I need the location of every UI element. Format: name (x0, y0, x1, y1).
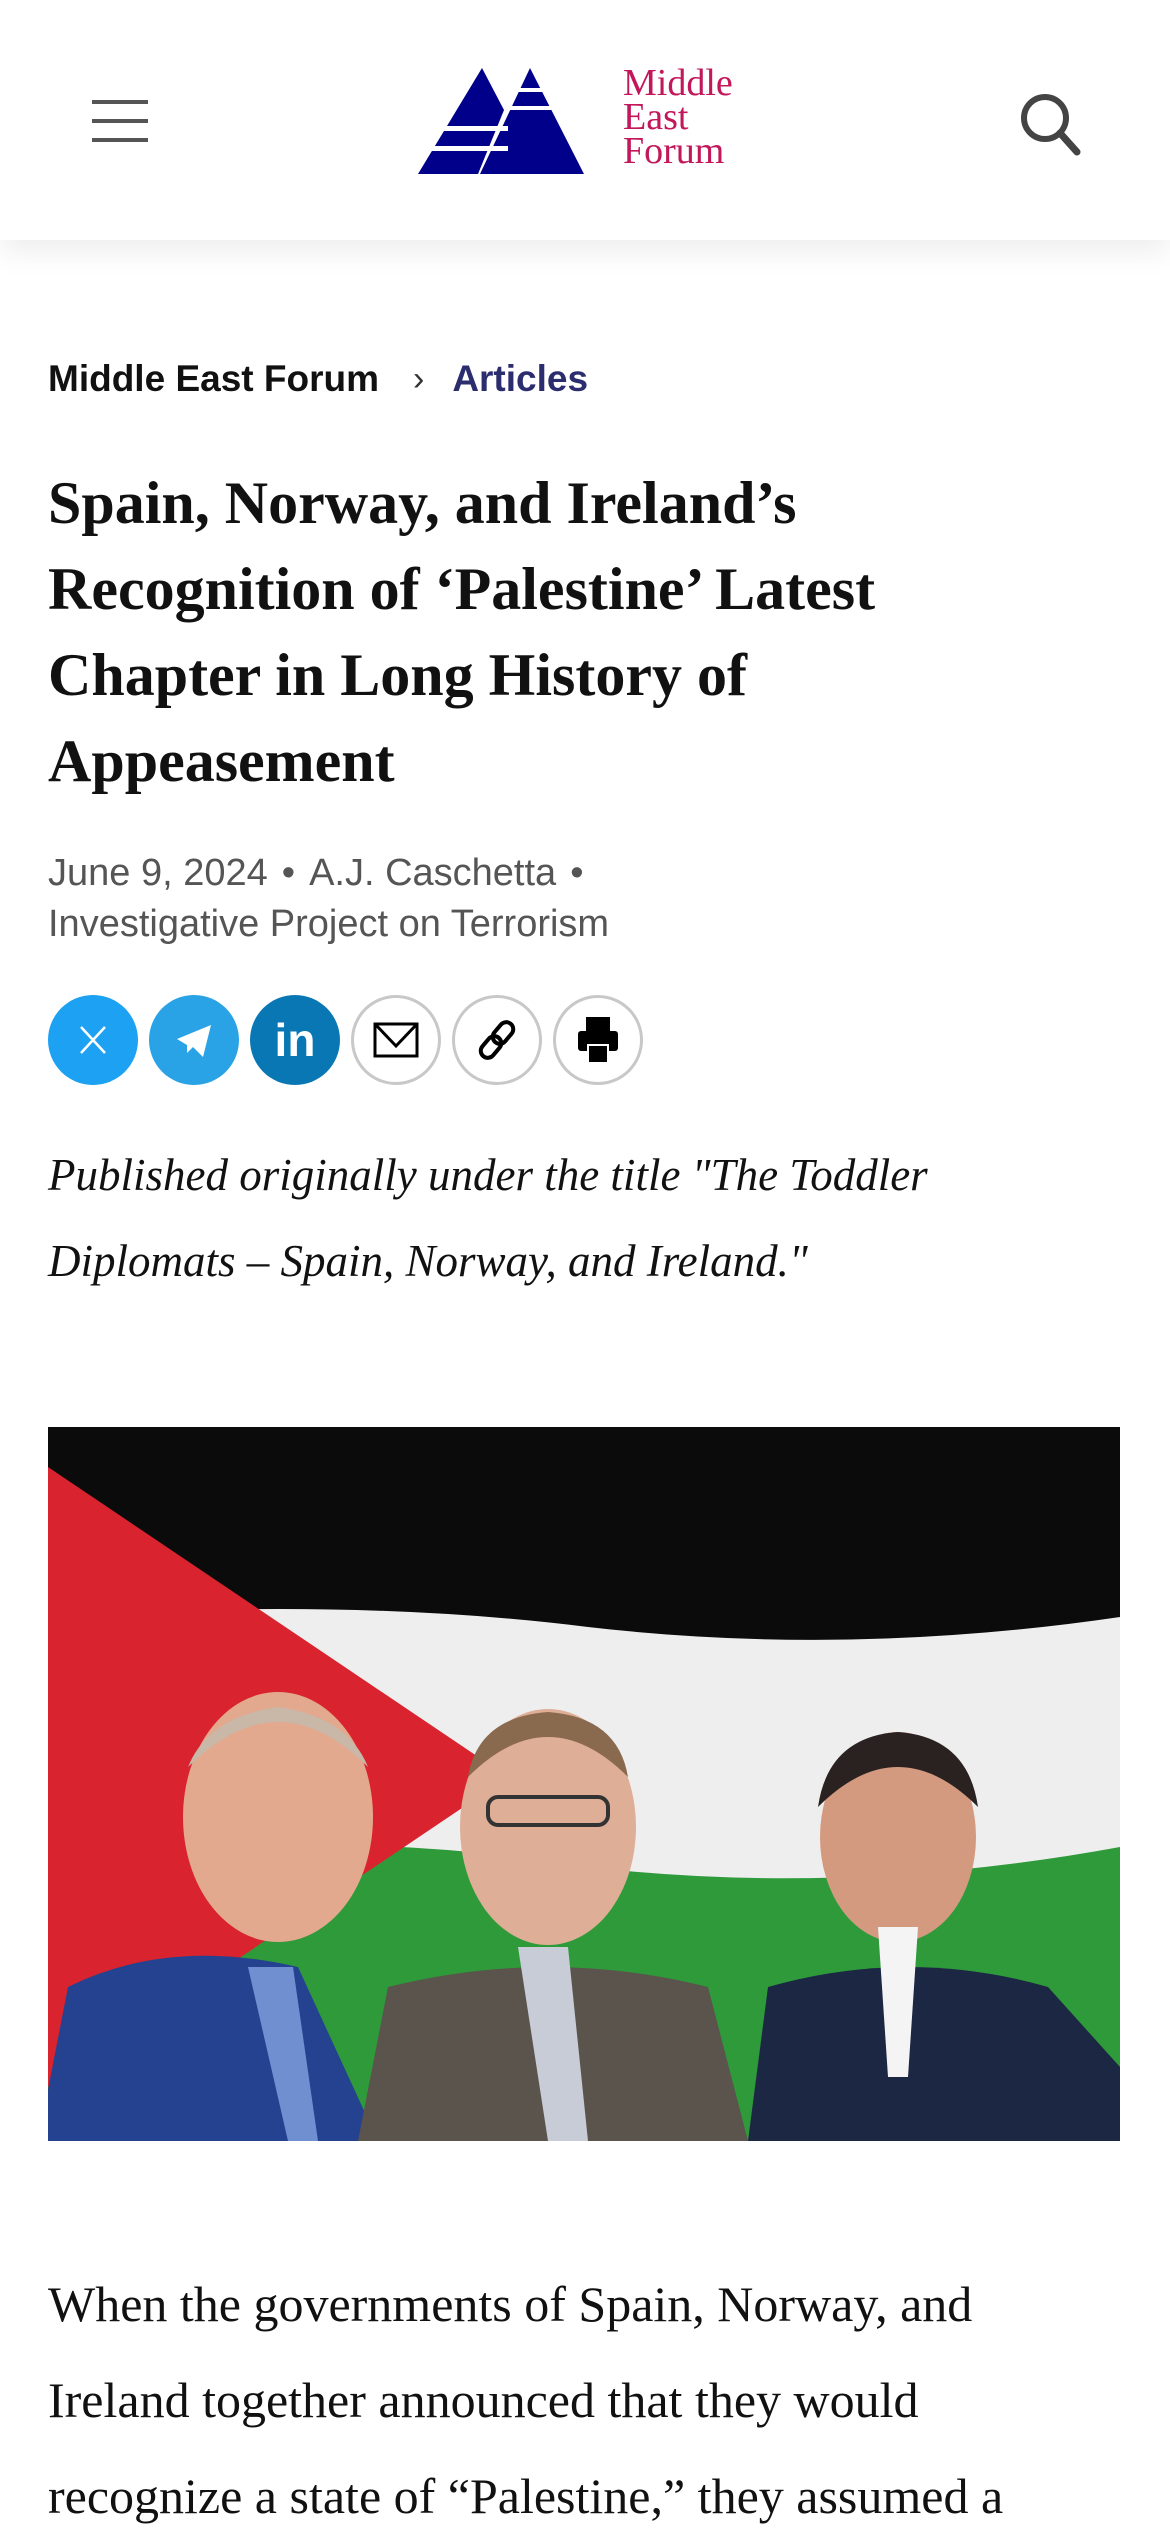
title-line: Recognition of ‘Palestine’ Latest (48, 556, 876, 622)
print-button[interactable] (553, 995, 643, 1085)
breadcrumb-home[interactable]: Middle East Forum (48, 358, 379, 399)
link-icon (478, 1020, 516, 1060)
title-line: Chapter in Long History of (48, 642, 747, 708)
intro-line: Diplomats – Spain, Norway, and Ireland." (48, 1236, 808, 1286)
separator-dot: • (281, 852, 296, 894)
breadcrumb-articles[interactable]: Articles (452, 358, 589, 399)
intro-line: Published originally under the title "Th… (48, 1150, 928, 1200)
share-telegram-button[interactable] (149, 995, 239, 1085)
logo-word: Middle (623, 62, 733, 104)
share-x-button[interactable] (48, 995, 138, 1085)
chevron-right-icon: › (412, 359, 425, 398)
share-linkedin-button[interactable]: in (250, 995, 340, 1085)
logo-word: Forum (623, 130, 725, 172)
share-email-button[interactable] (351, 995, 441, 1085)
body-line: recognize a state of “Palestine,” they a… (48, 2468, 1004, 2524)
email-icon (373, 1022, 419, 1058)
share-bar: in (48, 995, 643, 1085)
logo-word: East (623, 96, 689, 138)
title-line: Appeasement (48, 728, 395, 794)
title-line: Spain, Norway, and Ireland’s (48, 470, 797, 536)
search-icon[interactable] (1015, 88, 1085, 158)
copy-link-button[interactable] (452, 995, 542, 1085)
body-line: When the governments of Spain, Norway, a… (48, 2276, 973, 2332)
telegram-icon (177, 1025, 211, 1057)
article-hero-image (48, 1427, 1120, 2141)
publish-date: June 9, 2024 (48, 852, 268, 894)
separator-dot: • (570, 852, 584, 894)
article-body: When the governments of Spain, Norway, a… (48, 2256, 1003, 2544)
x-icon (80, 1026, 106, 1054)
breadcrumb: Middle East Forum › Articles (48, 358, 588, 400)
source-link[interactable]: Investigative Project on Terrorism (48, 903, 610, 945)
page-title: Spain, Norway, and Ireland’s Recognition… (48, 460, 875, 804)
article-meta: June 9, 2024 • A.J. Caschetta • Investigati… (48, 848, 609, 950)
logo-text: Middle East Forum (623, 62, 733, 172)
article-intro: Published originally under the title "Th… (48, 1132, 928, 1304)
logo-mountains-icon (418, 68, 584, 174)
menu-icon[interactable] (92, 100, 148, 142)
site-header: Middle East Forum (0, 0, 1170, 240)
site-logo[interactable]: Middle East Forum (418, 62, 758, 178)
linkedin-icon: in (274, 1014, 316, 1066)
author-link[interactable]: A.J. Caschetta (309, 852, 557, 894)
print-icon (578, 1017, 618, 1064)
body-line: Ireland together announced that they wou… (48, 2372, 919, 2428)
